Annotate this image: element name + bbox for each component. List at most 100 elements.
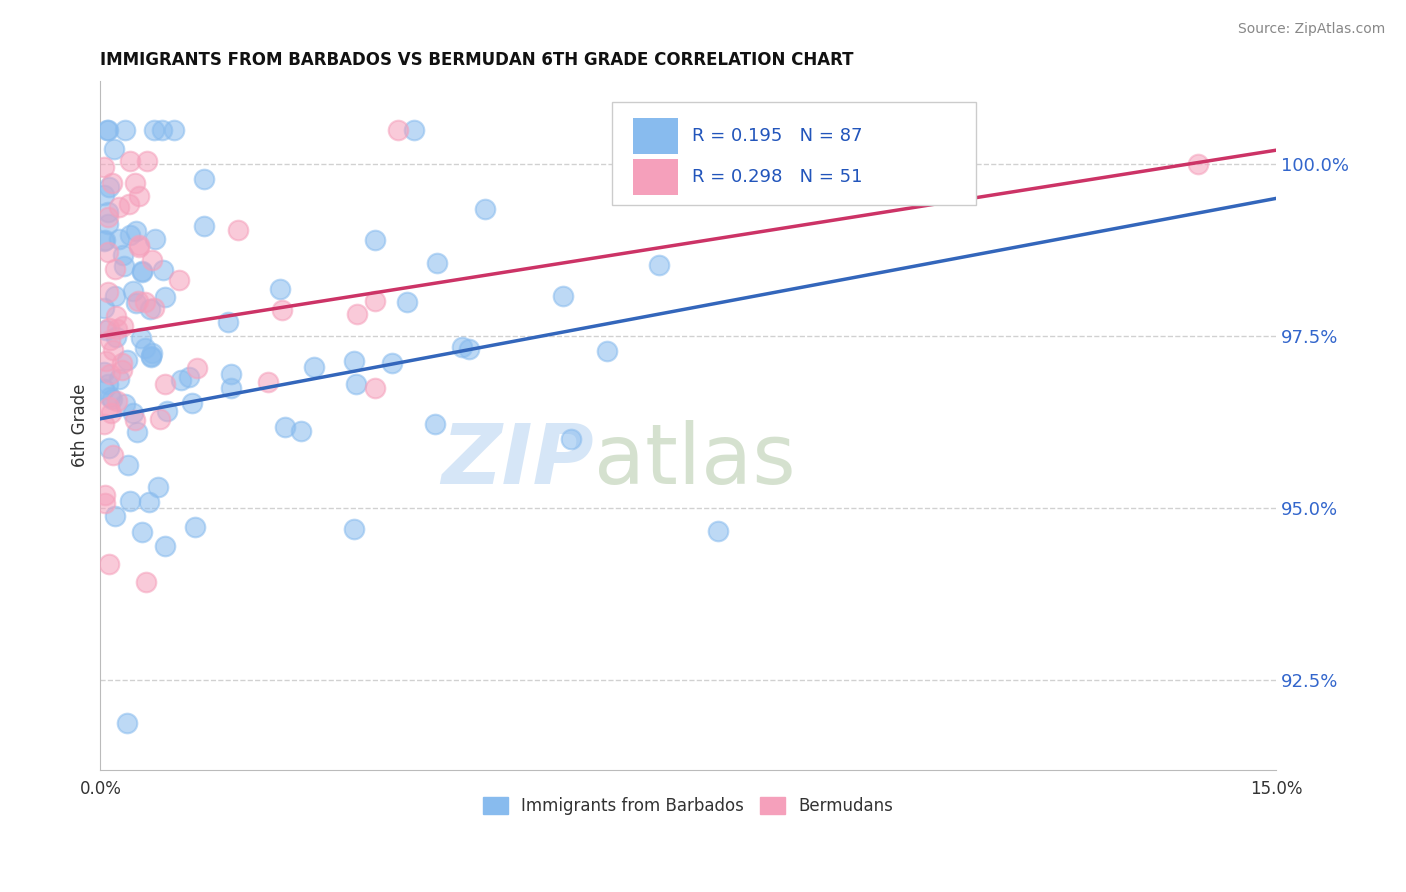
Point [149, 412, 172, 426]
Text: atlas: atlas [595, 419, 796, 500]
Point [181, 395, 204, 409]
Point [155, 290, 177, 304]
Point [381, 355, 404, 369]
Text: ZIP: ZIP [441, 419, 595, 500]
Point [103, 142, 125, 156]
Point [143, 232, 166, 246]
Point [98, 390, 121, 404]
Point [108, 372, 131, 386]
Text: R = 0.298   N = 51: R = 0.298 N = 51 [692, 168, 862, 186]
Point [94, 496, 117, 510]
Point [131, 264, 153, 278]
Point [343, 522, 366, 536]
Point [112, 248, 135, 262]
Point [115, 716, 138, 731]
Point [127, 425, 149, 439]
Point [167, 273, 190, 287]
Point [93, 365, 115, 379]
Point [122, 284, 145, 298]
Point [118, 197, 141, 211]
Point [128, 238, 150, 252]
Point [97, 211, 120, 225]
Point [219, 367, 242, 381]
Point [94, 233, 117, 247]
Point [108, 232, 131, 246]
Point [100, 406, 122, 420]
Point [450, 340, 472, 354]
Point [129, 331, 152, 345]
Point [94, 488, 117, 502]
Point [170, 373, 193, 387]
Point [97, 122, 120, 136]
Point [363, 294, 385, 309]
Point [221, 381, 243, 395]
Point [290, 425, 312, 439]
Point [98, 321, 121, 335]
Point [177, 370, 200, 384]
Point [104, 508, 127, 523]
Point [364, 233, 387, 247]
Point [104, 262, 127, 277]
Point [163, 122, 186, 136]
Point [96, 353, 118, 368]
Text: R = 0.195   N = 87: R = 0.195 N = 87 [692, 127, 862, 145]
Point [553, 289, 575, 303]
Point [458, 343, 481, 357]
Point [134, 295, 156, 310]
Point [560, 432, 582, 446]
Point [707, 524, 730, 539]
Point [98, 558, 121, 572]
Point [96, 122, 118, 136]
Point [274, 419, 297, 434]
Point [93, 301, 115, 315]
Point [105, 322, 128, 336]
Point [155, 539, 177, 553]
Point [135, 575, 157, 590]
Point [110, 362, 132, 376]
Point [138, 495, 160, 509]
Point [114, 397, 136, 411]
Point [152, 263, 174, 277]
Text: Source: ZipAtlas.com: Source: ZipAtlas.com [1237, 22, 1385, 37]
Legend: Immigrants from Barbados, Bermudans: Immigrants from Barbados, Bermudans [474, 789, 903, 823]
Point [186, 361, 208, 376]
Point [778, 128, 800, 142]
Point [142, 301, 165, 315]
Point [150, 122, 173, 136]
Point [257, 375, 280, 389]
Point [120, 227, 142, 242]
Point [141, 349, 163, 363]
Point [226, 223, 249, 237]
Point [94, 323, 117, 337]
Point [141, 346, 163, 360]
Point [125, 224, 148, 238]
Point [101, 392, 124, 406]
Point [97, 217, 120, 231]
Point [111, 356, 134, 370]
Point [93, 234, 115, 248]
Point [97, 205, 120, 219]
Point [596, 343, 619, 358]
Point [93, 382, 115, 396]
Point [141, 252, 163, 267]
Point [395, 295, 418, 310]
Point [135, 154, 157, 169]
Point [118, 153, 141, 168]
Point [117, 458, 139, 472]
Point [131, 265, 153, 279]
Point [364, 381, 387, 395]
Point [128, 188, 150, 202]
Point [131, 524, 153, 539]
Point [143, 122, 166, 136]
Point [124, 176, 146, 190]
Point [97, 180, 120, 194]
Point [93, 417, 115, 431]
Text: IMMIGRANTS FROM BARBADOS VS BERMUDAN 6TH GRADE CORRELATION CHART: IMMIGRANTS FROM BARBADOS VS BERMUDAN 6TH… [100, 51, 853, 69]
Point [114, 260, 136, 274]
Point [425, 417, 447, 431]
Point [105, 310, 128, 324]
Point [474, 202, 496, 217]
Point [98, 441, 121, 455]
Bar [633, 159, 678, 195]
Point [648, 258, 671, 272]
